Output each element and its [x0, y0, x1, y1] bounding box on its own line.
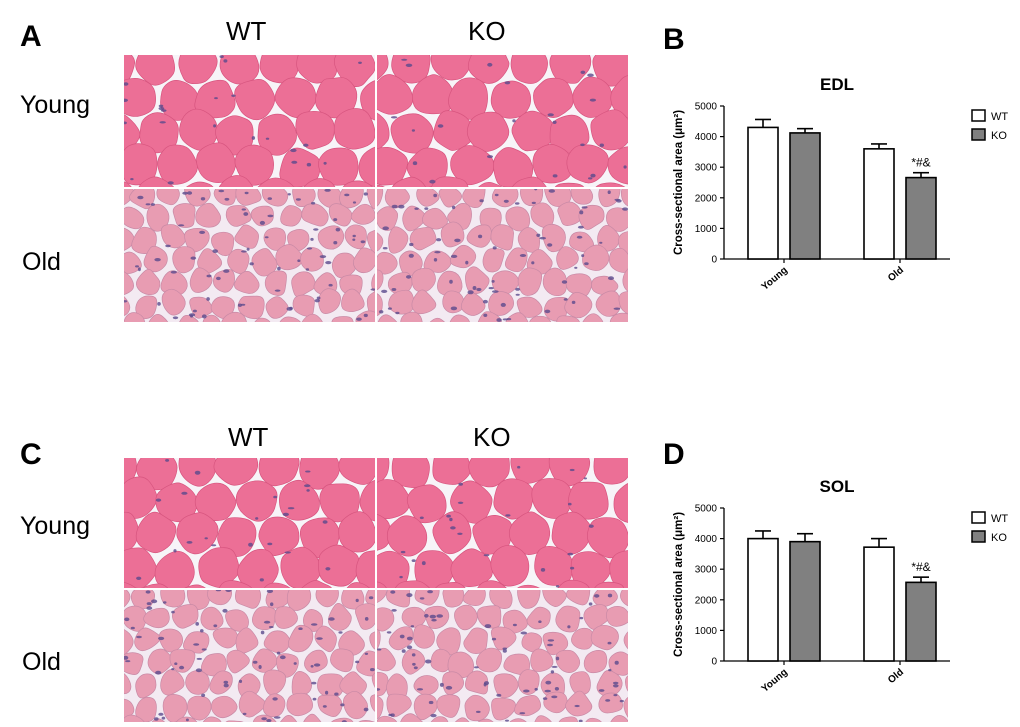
legend-label-ko: KO — [991, 532, 1007, 544]
legend-swatch-ko — [971, 530, 986, 543]
micrograph-edl-wt-old — [124, 189, 375, 322]
micrograph-texture — [377, 55, 628, 187]
bar-wt-old — [863, 546, 895, 662]
y-axis-label: Cross-sectional area (μm²) — [673, 110, 685, 255]
bar-wt-young — [747, 126, 779, 260]
panel-letter-a: A — [20, 20, 42, 53]
column-label-wt-c: WT — [228, 422, 269, 452]
chart-title: SOL — [820, 477, 855, 496]
row-label-old-a: Old — [22, 248, 61, 276]
bar-chart-edl-svg: EDL Cross-sectional area (μm²) 0 1000 2000 30… — [673, 75, 1008, 293]
micrograph-sol-wt-young — [124, 458, 375, 588]
panel-letter-b: B — [663, 23, 685, 56]
panel-letter-c: C — [20, 438, 42, 471]
y-tick-label: 4000 — [695, 534, 718, 545]
y-tick-label: 1000 — [695, 626, 718, 637]
legend-label-wt: WT — [991, 111, 1008, 123]
significance-annotation: *#& — [911, 560, 930, 574]
bar-chart-sol-svg: SOL Cross-sectional area (μm²) 0 1000 2000 30… — [673, 477, 1008, 695]
y-tick-label: 5000 — [695, 102, 718, 113]
y-tick-label: 1000 — [695, 224, 718, 235]
x-tick-label: Young — [760, 667, 790, 695]
micrograph-sol-ko-old — [377, 590, 628, 722]
significance-annotation: *#& — [911, 156, 930, 170]
bar-wt-young — [747, 537, 779, 662]
micrograph-texture — [124, 590, 375, 722]
micrograph-edl-ko-old — [377, 189, 628, 322]
x-tick-label: Old — [886, 265, 906, 284]
micrograph-sol-ko-young — [377, 458, 628, 588]
legend-swatch-wt — [971, 109, 986, 122]
y-tick-label: 2000 — [695, 595, 718, 606]
y-tick-label: 2000 — [695, 193, 718, 204]
column-label-ko-a: KO — [468, 16, 506, 46]
bar-chart-edl: EDL Cross-sectional area (μm²) 0 1000 2000 30… — [660, 60, 1015, 320]
row-label-young-c: Young — [20, 512, 90, 540]
micrograph-texture — [377, 590, 628, 722]
micrograph-texture — [124, 55, 375, 187]
micrograph-texture — [377, 189, 628, 322]
x-tick-label: Young — [760, 265, 790, 293]
micrograph-edl-wt-young — [124, 55, 375, 187]
y-tick-label: 0 — [711, 255, 717, 266]
y-tick-label: 0 — [711, 657, 717, 668]
bar-ko-old — [905, 176, 937, 260]
micrograph-texture — [124, 189, 375, 322]
legend-swatch-ko — [971, 128, 986, 141]
panel-letter-d: D — [663, 438, 685, 471]
micrograph-texture — [124, 458, 375, 588]
bar-chart-sol: SOL Cross-sectional area (μm²) 0 1000 2000 30… — [660, 462, 1015, 722]
bar-ko-old — [905, 581, 937, 662]
micrograph-edl-ko-young — [377, 55, 628, 187]
legend-swatch-wt — [971, 511, 986, 524]
legend-label-ko: KO — [991, 130, 1007, 142]
y-tick-label: 3000 — [695, 163, 718, 174]
micrograph-texture — [377, 458, 628, 588]
y-axis-label: Cross-sectional area (μm²) — [673, 512, 685, 657]
row-label-young-a: Young — [20, 91, 90, 119]
y-tick-label: 4000 — [695, 132, 718, 143]
legend-label-wt: WT — [991, 513, 1008, 525]
chart-title: EDL — [820, 75, 854, 94]
x-tick-label: Old — [886, 667, 906, 686]
row-label-old-c: Old — [22, 648, 61, 676]
column-label-wt-a: WT — [226, 16, 267, 46]
micrograph-sol-wt-old — [124, 590, 375, 722]
bar-ko-young — [789, 540, 821, 662]
column-label-ko-c: KO — [473, 422, 511, 452]
y-tick-label: 3000 — [695, 565, 718, 576]
y-tick-label: 5000 — [695, 504, 718, 515]
bar-wt-old — [863, 148, 895, 260]
bar-ko-young — [789, 132, 821, 260]
